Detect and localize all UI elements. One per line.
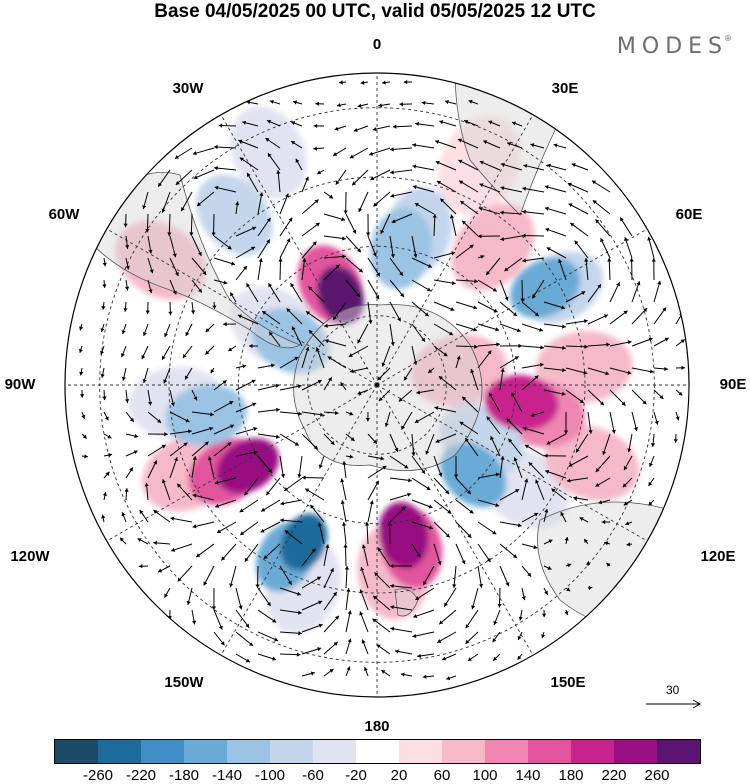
south-pole-marker bbox=[375, 383, 379, 387]
lon-label-150e: 150E bbox=[550, 675, 585, 691]
lon-label-90e: 90E bbox=[720, 377, 747, 393]
colorbar-tick-label: -100 bbox=[255, 767, 285, 784]
colorbar-cell bbox=[227, 740, 270, 763]
reference-vector: 30 bbox=[642, 683, 706, 711]
colorbar-tick-label: -180 bbox=[169, 767, 199, 784]
colorbar-tick-label: -20 bbox=[345, 767, 367, 784]
colorbar: -260 -220 -180 -140 -100 -60 -20 20 60 100 140 180 2… bbox=[54, 739, 701, 784]
colorbar-tick-label: 60 bbox=[434, 767, 451, 784]
reference-vector-label: 30 bbox=[666, 683, 679, 697]
colorbar-tick-label: -220 bbox=[126, 767, 156, 784]
colorbar-cell bbox=[442, 740, 485, 763]
lon-label-30w: 30W bbox=[173, 81, 204, 97]
colorbar-cell bbox=[98, 740, 141, 763]
colorbar-cell bbox=[356, 740, 399, 763]
lon-label-120e: 120E bbox=[700, 549, 735, 565]
colorbar-tick-label: 100 bbox=[472, 767, 497, 784]
colorbar-tick-label: 220 bbox=[601, 767, 626, 784]
lon-label-180: 180 bbox=[364, 719, 389, 735]
colorbar-tick-label: 140 bbox=[515, 767, 540, 784]
colorbar-cell bbox=[614, 740, 657, 763]
lon-label-60e: 60E bbox=[676, 207, 703, 223]
lon-label-0: 0 bbox=[373, 37, 381, 53]
colorbar-ticks: -260 -220 -180 -140 -100 -60 -20 20 60 100 140 180 2… bbox=[54, 764, 701, 784]
lon-label-30e: 30E bbox=[552, 81, 579, 97]
colorbar-cell bbox=[657, 740, 700, 763]
colorbar-cells bbox=[54, 739, 701, 764]
lon-label-90w: 90W bbox=[5, 377, 36, 393]
colorbar-tick-label: -260 bbox=[83, 767, 113, 784]
colorbar-tick-label: 260 bbox=[644, 767, 669, 784]
colorbar-cell bbox=[141, 740, 184, 763]
colorbar-cell bbox=[528, 740, 571, 763]
colorbar-cell bbox=[55, 740, 98, 763]
colorbar-cell bbox=[571, 740, 614, 763]
colorbar-cell bbox=[485, 740, 528, 763]
lon-label-120w: 120W bbox=[10, 549, 49, 565]
colorbar-tick-label: 180 bbox=[558, 767, 583, 784]
lon-label-150w: 150W bbox=[164, 675, 203, 691]
colorbar-tick-label: -60 bbox=[302, 767, 324, 784]
colorbar-cell bbox=[313, 740, 356, 763]
colorbar-cell bbox=[184, 740, 227, 763]
colorbar-cell bbox=[270, 740, 313, 763]
colorbar-tick-label: -140 bbox=[212, 767, 242, 784]
colorbar-cell bbox=[399, 740, 442, 763]
colorbar-tick-label: 20 bbox=[391, 767, 408, 784]
reference-arrow-icon bbox=[642, 697, 706, 711]
lon-label-60w: 60W bbox=[49, 207, 80, 223]
